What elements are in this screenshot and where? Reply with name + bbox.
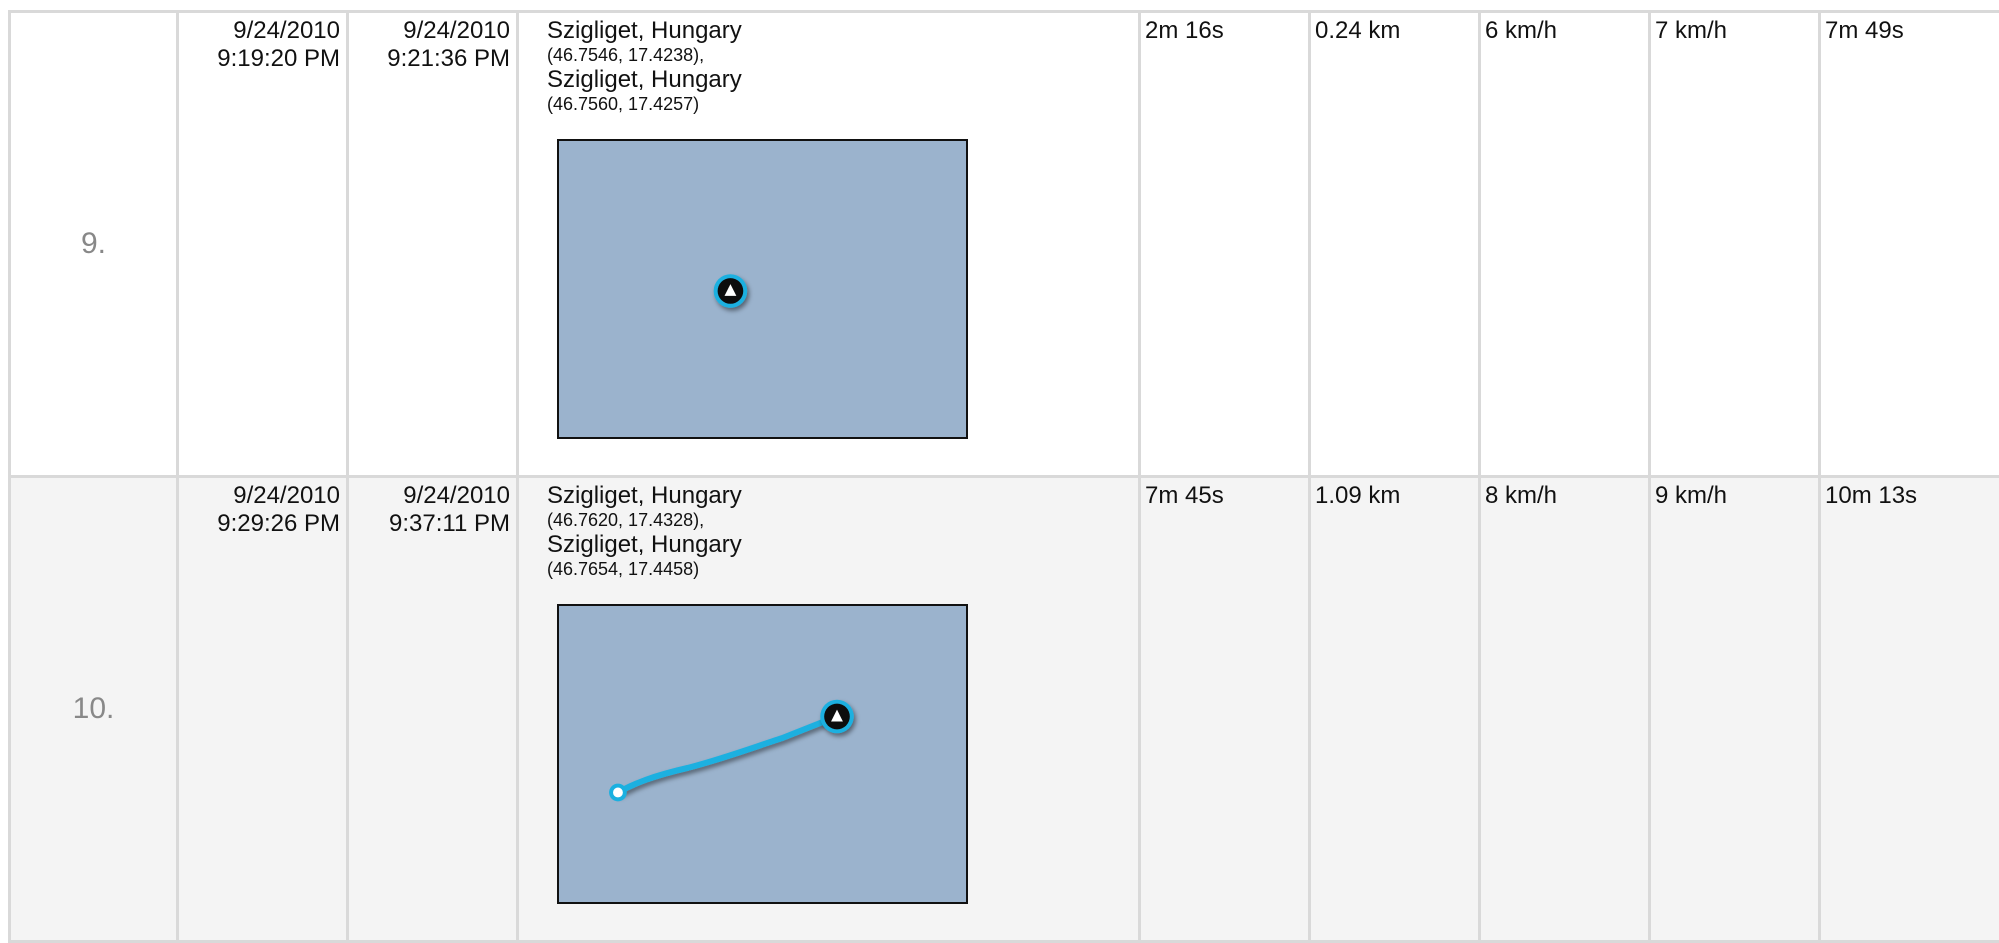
table-row: 10. 9/24/2010 9:29:26 PM 9/24/2010 9:37:… <box>10 477 1999 942</box>
end-time-cell: 9/24/2010 9:21:36 PM <box>348 12 518 477</box>
start-date: 9/24/2010 <box>179 482 340 510</box>
end-time-cell: 9/24/2010 9:37:11 PM <box>348 477 518 942</box>
trip-index: 9. <box>10 12 178 477</box>
distance: 1.09 km <box>1310 477 1480 942</box>
location-cell: Szigliget, Hungary (46.7546, 17.4238), S… <box>518 12 1140 477</box>
from-coordinates: (46.7546, 17.4238), <box>547 44 1138 66</box>
to-coordinates: (46.7654, 17.4458) <box>547 558 1138 580</box>
from-coordinates: (46.7620, 17.4328), <box>547 509 1138 531</box>
trip-map[interactable] <box>557 139 968 439</box>
average-speed: 8 km/h <box>1480 477 1650 942</box>
trips-table: 9. 9/24/2010 9:19:20 PM 9/24/2010 9:21:3… <box>8 10 1999 943</box>
table-row: 9. 9/24/2010 9:19:20 PM 9/24/2010 9:21:3… <box>10 12 1999 477</box>
max-speed: 9 km/h <box>1650 477 1820 942</box>
from-location: Szigliget, Hungary <box>547 17 1138 44</box>
from-location: Szigliget, Hungary <box>547 482 1138 509</box>
distance: 0.24 km <box>1310 12 1480 477</box>
end-date: 9/24/2010 <box>349 17 510 45</box>
trip-index: 10. <box>10 477 178 942</box>
end-date: 9/24/2010 <box>349 482 510 510</box>
max-speed: 7 km/h <box>1650 12 1820 477</box>
start-time-cell: 9/24/2010 9:19:20 PM <box>178 12 348 477</box>
start-point-icon[interactable] <box>609 784 627 802</box>
boat-marker-icon[interactable] <box>714 274 748 308</box>
trip-map-canvas <box>559 141 966 437</box>
route-line <box>618 717 834 792</box>
duration: 7m 45s <box>1140 477 1310 942</box>
to-location: Szigliget, Hungary <box>547 66 1138 93</box>
to-coordinates: (46.7560, 17.4257) <box>547 93 1138 115</box>
duration: 2m 16s <box>1140 12 1310 477</box>
start-time: 9:29:26 PM <box>179 510 340 538</box>
start-date: 9/24/2010 <box>179 17 340 45</box>
start-time: 9:19:20 PM <box>179 45 340 73</box>
trip-map-canvas <box>559 606 966 902</box>
to-location: Szigliget, Hungary <box>547 531 1138 558</box>
idle-time: 10m 13s <box>1820 477 1999 942</box>
start-time-cell: 9/24/2010 9:29:26 PM <box>178 477 348 942</box>
idle-time: 7m 49s <box>1820 12 1999 477</box>
trip-map[interactable] <box>557 604 968 904</box>
location-cell: Szigliget, Hungary (46.7620, 17.4328), S… <box>518 477 1140 942</box>
average-speed: 6 km/h <box>1480 12 1650 477</box>
boat-marker-icon[interactable] <box>820 700 854 734</box>
end-time: 9:21:36 PM <box>349 45 510 73</box>
end-time: 9:37:11 PM <box>349 510 510 538</box>
